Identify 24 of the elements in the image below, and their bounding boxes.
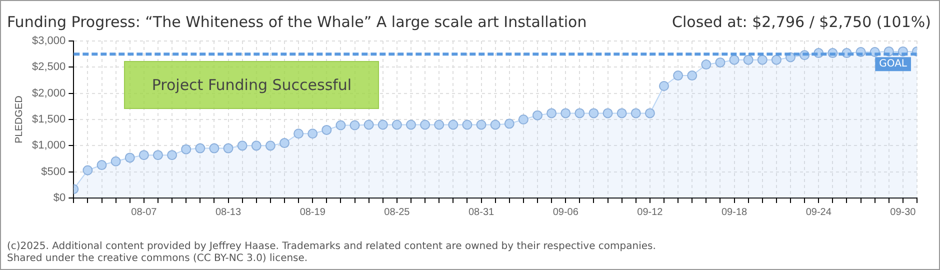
x-tick-label: 08-13	[215, 206, 242, 218]
y-tick-label: $1,500	[32, 114, 66, 126]
x-tick-label: 08-07	[131, 206, 158, 218]
x-tick-label: 08-31	[468, 206, 494, 218]
chart-subtitle: Closed at: $2,796 / $2,750 (101%)	[672, 13, 931, 31]
x-tick-label: 09-24	[806, 206, 832, 218]
y-tick-label: $500	[41, 166, 66, 178]
x-tick-label: 09-12	[637, 206, 664, 218]
y-axis-title: PLEDGED	[14, 96, 25, 144]
y-tick-label: $2,500	[32, 61, 66, 74]
x-tick-label: 08-19	[300, 206, 326, 218]
x-tick-label: 08-25	[384, 206, 410, 218]
y-tick-label: $1,000	[32, 140, 66, 152]
y-tick-label: $0	[53, 192, 66, 204]
chart-title: Funding Progress: “The Whiteness of the Whale” A large scale art Installation	[7, 13, 587, 31]
x-tick-label: 09-18	[721, 206, 748, 218]
text: Shared under the creative commons (CC BY-NC 3.0) license.	[7, 253, 308, 264]
text: (c)2025. Additional content provided by Jeffrey Haase. Trademarks and related content are owned by their respective companies.	[7, 241, 656, 252]
x-tick-label: 09-06	[552, 206, 579, 218]
ref-line-label: GOAL	[879, 58, 908, 70]
y-tick-label: $3,000	[32, 35, 66, 48]
x-tick-label: 09-30	[890, 206, 916, 218]
y-tick-label: $2,000	[32, 87, 66, 100]
banner: Project Funding Successful	[124, 61, 380, 109]
